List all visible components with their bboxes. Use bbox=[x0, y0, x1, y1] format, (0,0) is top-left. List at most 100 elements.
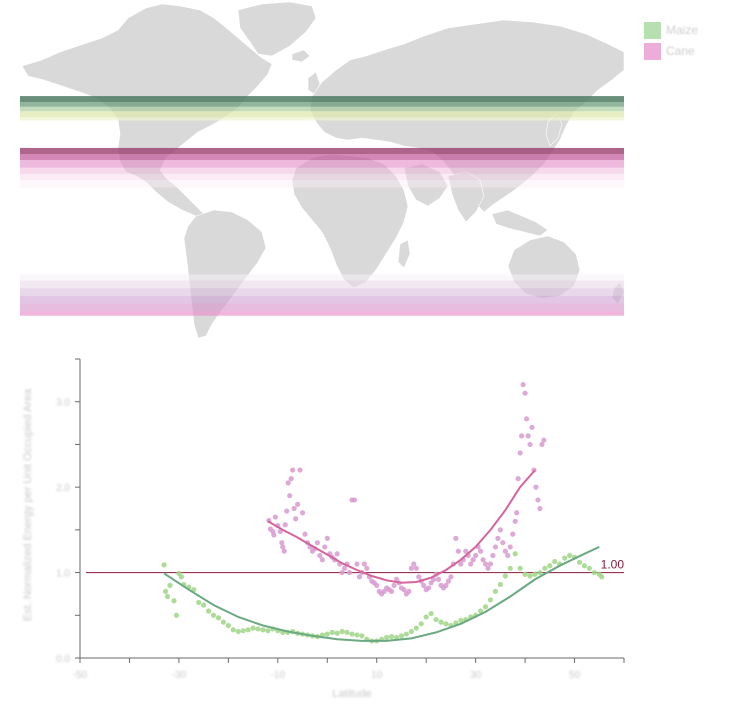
cane-point bbox=[354, 561, 360, 567]
south-america-landmass bbox=[183, 209, 267, 339]
cane-point bbox=[299, 510, 306, 516]
maize-point bbox=[240, 628, 246, 634]
x-tick-label: 50 bbox=[569, 670, 581, 681]
cane-point bbox=[408, 565, 414, 571]
cane-point bbox=[533, 484, 539, 490]
maize-point bbox=[552, 558, 558, 565]
y-tick-label: 0.0 bbox=[56, 654, 70, 665]
cane-point bbox=[281, 548, 287, 554]
maize-point bbox=[173, 612, 180, 618]
cane-point bbox=[288, 476, 294, 482]
cane-point bbox=[515, 476, 521, 482]
cane-point bbox=[279, 540, 285, 546]
map-band-maize-3 bbox=[20, 111, 624, 118]
cane-point bbox=[334, 551, 340, 557]
cane-point bbox=[364, 565, 370, 571]
cane-point bbox=[485, 565, 491, 571]
maize-point bbox=[438, 619, 444, 625]
maize-point bbox=[567, 552, 573, 559]
cane-point bbox=[271, 532, 277, 538]
map-band-cane-13 bbox=[20, 288, 624, 296]
maize-point bbox=[265, 628, 271, 634]
maize-point bbox=[161, 562, 167, 568]
maize-point bbox=[537, 569, 543, 576]
maize-point bbox=[388, 634, 395, 640]
maize-point bbox=[178, 574, 184, 580]
cane-point bbox=[470, 557, 476, 563]
map-band-cane-14 bbox=[20, 295, 624, 304]
maize-point bbox=[512, 551, 518, 557]
cane-point bbox=[413, 565, 419, 571]
greenland-landmass bbox=[237, 1, 317, 57]
cane-point bbox=[523, 416, 530, 422]
map-band-maize-0 bbox=[20, 96, 624, 103]
maize-point bbox=[167, 582, 173, 588]
maize-point bbox=[324, 631, 330, 637]
cane-point bbox=[272, 514, 278, 520]
uk-landmass bbox=[307, 71, 321, 95]
madagascar-landmass bbox=[397, 239, 411, 269]
maize-point bbox=[507, 565, 513, 571]
maize-point bbox=[215, 615, 222, 621]
cane-point bbox=[295, 501, 301, 507]
maize-point bbox=[408, 628, 414, 635]
maize-point bbox=[339, 628, 345, 635]
cane-point bbox=[317, 552, 323, 559]
cane-point bbox=[477, 548, 484, 554]
maize-point bbox=[344, 629, 350, 635]
map-band-cane-8 bbox=[20, 167, 624, 174]
cane-point bbox=[512, 518, 518, 524]
maize-point bbox=[359, 633, 365, 639]
map-band-cane-15 bbox=[20, 303, 624, 312]
cane-point bbox=[514, 510, 520, 516]
map-band-cane-6 bbox=[20, 154, 624, 161]
maize-point bbox=[522, 571, 528, 577]
cane-point bbox=[468, 561, 474, 567]
x-tick-label: -10 bbox=[271, 670, 286, 681]
chart-axes: 0.0 1.0 2.0 3.0 -50 -30 -10 10 30 50 bbox=[56, 358, 625, 681]
cane-point bbox=[525, 433, 531, 439]
x-tick-label: -50 bbox=[73, 670, 88, 681]
cane-point bbox=[322, 544, 328, 550]
maize-point bbox=[487, 597, 494, 603]
legend-swatch-cane bbox=[644, 42, 661, 60]
maize-point bbox=[599, 574, 605, 580]
cane-point bbox=[502, 548, 508, 554]
maize-point bbox=[230, 627, 236, 633]
cane-point bbox=[510, 531, 516, 537]
maize-point bbox=[423, 614, 429, 620]
maize-point bbox=[542, 565, 548, 571]
map-band-maize-1 bbox=[20, 102, 624, 107]
cane-point bbox=[401, 587, 407, 593]
cane-point bbox=[535, 497, 541, 503]
maize-point bbox=[517, 565, 523, 571]
x-tick-label: 30 bbox=[470, 670, 482, 681]
cane-point bbox=[416, 574, 422, 580]
cane-point bbox=[314, 540, 320, 546]
cane-point bbox=[507, 544, 513, 550]
cane-point bbox=[356, 574, 363, 580]
maize-point bbox=[255, 626, 261, 632]
map-band-cane-12 bbox=[20, 280, 624, 289]
maize-point bbox=[581, 563, 588, 569]
cane-point bbox=[339, 569, 345, 576]
maize-point bbox=[205, 608, 212, 614]
cane-point bbox=[361, 561, 367, 567]
cane-point bbox=[284, 508, 290, 514]
maize-point bbox=[220, 619, 227, 625]
cane-point bbox=[435, 576, 442, 583]
cane-point bbox=[455, 548, 461, 554]
y-tick-label: 3.0 bbox=[56, 398, 70, 409]
maize-point bbox=[492, 588, 499, 594]
cane-point bbox=[458, 561, 464, 567]
cane-point bbox=[291, 505, 297, 512]
map-band-cane-9 bbox=[20, 173, 624, 180]
maize-point bbox=[245, 627, 251, 633]
cane-point bbox=[492, 544, 499, 550]
cane-point bbox=[480, 557, 486, 563]
map-band-cane-5 bbox=[20, 147, 624, 155]
maize-point bbox=[532, 571, 538, 577]
cane-point bbox=[421, 582, 427, 588]
maize-point bbox=[260, 627, 266, 633]
y-tick-label: 2.0 bbox=[56, 483, 70, 494]
